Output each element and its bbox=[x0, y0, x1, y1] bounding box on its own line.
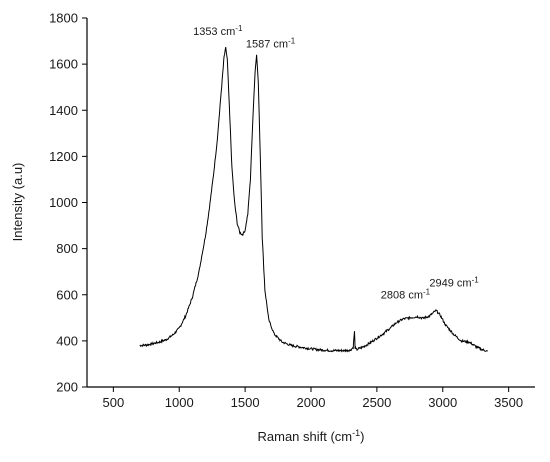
peak-label: 1353 cm-1 bbox=[193, 24, 243, 38]
x-tick-label: 500 bbox=[103, 395, 125, 410]
x-tick-label: 3000 bbox=[428, 395, 457, 410]
y-tick-label: 600 bbox=[56, 287, 78, 302]
y-ticks: 200 400 600 800 1000 1200 1400 1600 1800 bbox=[49, 11, 87, 395]
x-tick-label: 1500 bbox=[231, 395, 260, 410]
peak-label: 2808 cm-1 bbox=[381, 288, 431, 302]
x-tick-label: 2000 bbox=[297, 395, 326, 410]
x-axis-title: Raman shift (cm-1) bbox=[258, 428, 365, 444]
x-tick-label: 1000 bbox=[165, 395, 194, 410]
y-tick-label: 1600 bbox=[49, 57, 78, 72]
y-axis-title: Intensity (a.u) bbox=[10, 163, 25, 242]
x-ticks: 500 1000 1500 2000 2500 3000 3500 bbox=[103, 387, 523, 410]
peak-label: 2949 cm-1 bbox=[429, 275, 479, 289]
y-tick-label: 800 bbox=[56, 241, 78, 256]
y-tick-label: 1200 bbox=[49, 149, 78, 164]
spectrum-line bbox=[139, 47, 488, 353]
y-tick-label: 1400 bbox=[49, 103, 78, 118]
axes bbox=[86, 18, 535, 388]
x-tick-label: 3500 bbox=[494, 395, 523, 410]
y-tick-label: 200 bbox=[56, 380, 78, 395]
y-tick-label: 1000 bbox=[49, 195, 78, 210]
peak-label: 1587 cm-1 bbox=[246, 37, 296, 51]
y-tick-label: 400 bbox=[56, 333, 78, 348]
y-tick-label: 1800 bbox=[49, 11, 78, 26]
plot-area bbox=[87, 18, 535, 387]
x-tick-label: 2500 bbox=[362, 395, 391, 410]
